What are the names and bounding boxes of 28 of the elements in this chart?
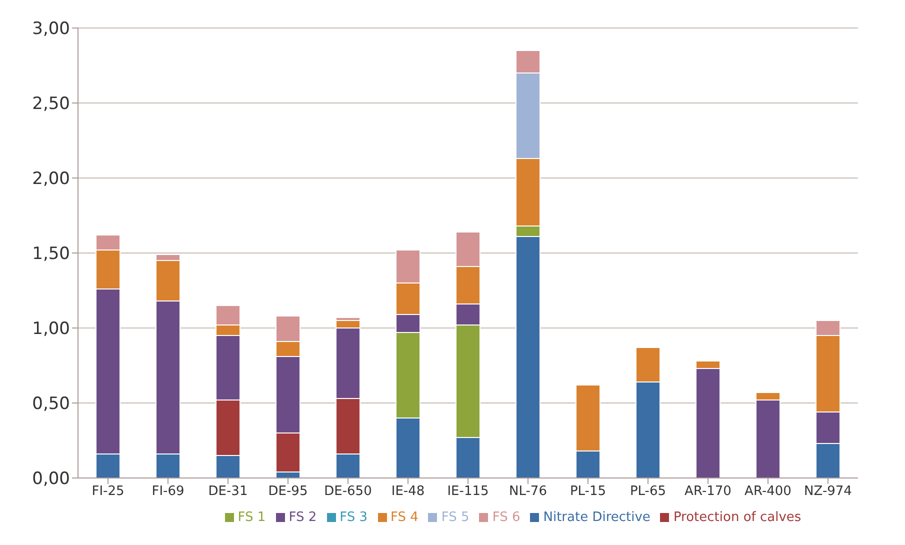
y-tick-label: 3,00 <box>32 19 70 40</box>
x-tick-label: PL-15 <box>570 484 606 500</box>
y-tick-label: 1,50 <box>32 244 70 264</box>
x-tick-label: FI-25 <box>92 484 124 500</box>
y-tick-label: 0,50 <box>32 394 70 414</box>
legend-label: FS 2 <box>288 510 317 525</box>
x-tick-label: IE-48 <box>391 484 425 500</box>
x-tick-label: FI-69 <box>152 484 184 500</box>
y-tick-label: 1,00 <box>32 319 70 340</box>
y-tick-label: 2,50 <box>32 94 70 114</box>
legend-label: FS 1 <box>238 510 266 525</box>
x-tick-label: PL-65 <box>630 484 666 500</box>
legend-label: FS 6 <box>492 510 520 525</box>
x-tick-label: DE-650 <box>324 484 372 500</box>
x-tick-label: DE-95 <box>268 484 308 500</box>
y-tick-label: 2,00 <box>32 169 70 190</box>
legend-label: Protection of calves <box>673 510 802 525</box>
x-tick-label: AR-400 <box>744 484 792 500</box>
x-tick-label: NZ-974 <box>804 484 852 500</box>
x-tick-label: AR-170 <box>684 484 732 500</box>
legend-label: FS 3 <box>340 510 368 525</box>
legend-label: FS 4 <box>390 510 418 525</box>
x-tick-label: NL-76 <box>509 484 547 500</box>
x-tick-label: IE-115 <box>447 484 489 500</box>
x-tick-label: DE-31 <box>208 484 248 500</box>
legend-label: Nitrate Directive <box>543 510 650 525</box>
legend-label: FS 5 <box>441 510 470 525</box>
y-tick-label: 0,00 <box>32 469 70 490</box>
